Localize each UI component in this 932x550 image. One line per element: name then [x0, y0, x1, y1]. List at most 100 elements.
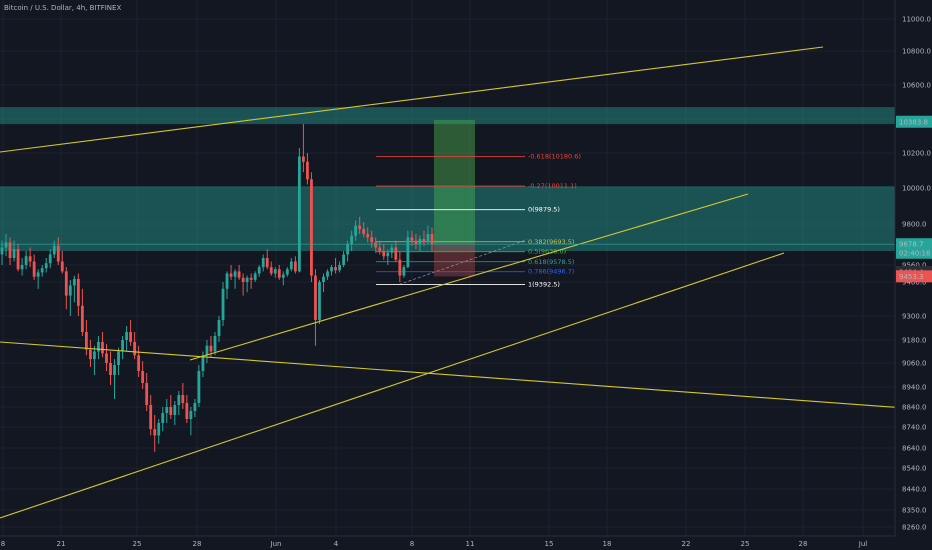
candle-body	[225, 273, 229, 289]
candle-body	[80, 305, 84, 332]
trend-line	[0, 341, 932, 411]
candle-body	[277, 269, 281, 278]
time-tick-label: 15	[545, 540, 554, 548]
candle-body	[125, 332, 128, 340]
candle-body	[133, 341, 137, 356]
time-axis-bg	[0, 536, 895, 550]
candle-body	[418, 239, 422, 244]
candle-body	[149, 405, 153, 430]
candle-body	[366, 234, 370, 238]
candle-body	[97, 341, 100, 352]
candle-body	[422, 239, 426, 243]
price-tick-label: 9560.0	[902, 262, 927, 270]
candle-body	[314, 275, 317, 320]
candle-body	[297, 156, 301, 272]
candle-body	[394, 247, 398, 260]
candle-body	[257, 267, 261, 274]
fibonacci-retracement: -0.618(10180.6) -0.27(10011.1) 0(9879.5) 0.…	[376, 152, 581, 289]
price-tag	[896, 115, 932, 128]
candle-body	[64, 271, 68, 296]
time-axis[interactable]: 8 21 25 28 Jun 4 8 11 15 18 22 25 28 Jul	[0, 535, 895, 550]
price-tick-label: 11000.0	[902, 16, 931, 24]
candle-body	[285, 269, 289, 275]
candle-body	[414, 240, 418, 244]
candle-body	[318, 282, 321, 320]
candle-body	[426, 234, 430, 243]
candle-body	[177, 395, 181, 405]
zone-band	[0, 186, 895, 251]
trend-lines	[0, 46, 932, 519]
price-tag	[896, 270, 932, 283]
price-tag-label: 9678.7	[899, 241, 924, 249]
candle-body	[330, 267, 333, 272]
fib-level-label: 0.618(9578.5)	[528, 258, 574, 266]
price-tick-label: 8540.0	[902, 465, 927, 473]
time-tick-label: 11	[466, 540, 475, 548]
candle-body	[221, 288, 225, 320]
symbol-title: Bitcoin / U.S. Dollar, 4h, BITFINEX	[4, 4, 122, 12]
fib-level-label: 0(9879.5)	[528, 206, 560, 214]
candle-body	[109, 363, 112, 375]
price-tick-label: 10800.0	[902, 48, 931, 56]
candle-body	[378, 247, 382, 251]
candle-body	[249, 277, 253, 280]
price-tick-label: 8350.0	[902, 507, 927, 515]
target-stop-box	[434, 244, 475, 277]
candle-body	[169, 407, 173, 415]
candle-body	[189, 411, 193, 419]
candle-body	[201, 355, 205, 371]
candle-body	[302, 156, 305, 162]
candle-body	[52, 245, 56, 255]
trend-line	[0, 46, 824, 153]
time-tick-label: 22	[682, 540, 691, 548]
candle-body	[229, 273, 233, 277]
trend-line	[189, 193, 749, 361]
candle-body	[113, 365, 116, 375]
candle-body	[306, 161, 309, 180]
time-tick-label: 8	[1, 540, 5, 548]
zone-band	[0, 107, 895, 125]
candle-body	[213, 336, 217, 352]
fib-level-label: 0.786(9496.7)	[528, 268, 574, 276]
price-tick-label: 8840.0	[902, 404, 927, 412]
candle-body	[24, 256, 28, 265]
price-axis[interactable]: 11000.010800.010600.010400.010200.010000…	[894, 0, 932, 550]
candle-body	[269, 267, 273, 274]
candle-body	[310, 179, 313, 276]
candle-body	[157, 423, 161, 436]
time-tick-label: Jun	[270, 540, 282, 548]
fib-level-label: -0.27(10011.1)	[528, 182, 577, 190]
candle-body	[117, 351, 120, 365]
candle-body	[161, 413, 165, 423]
candle-body	[245, 277, 249, 282]
candle-body	[326, 271, 329, 277]
price-tag	[896, 246, 932, 259]
candle-body	[205, 345, 209, 356]
candle-body	[370, 237, 374, 243]
candle-body	[121, 340, 124, 352]
candle-body	[56, 245, 60, 262]
candle-body	[48, 254, 52, 264]
candle-body	[342, 254, 345, 265]
fib-level-label: 0.5(9636.0)	[528, 248, 566, 256]
candle-body	[193, 403, 197, 411]
candle-body	[430, 234, 434, 245]
fib-level-label: 0.382(9693.5)	[528, 238, 574, 246]
candle-body	[289, 261, 293, 270]
candle-body	[241, 277, 245, 282]
candle-body	[60, 261, 64, 272]
candle-body	[129, 332, 132, 342]
candle-body	[197, 371, 201, 403]
candle-body	[89, 349, 92, 360]
candle-body	[346, 244, 350, 255]
candle-body	[362, 229, 366, 234]
candle-body	[350, 235, 354, 244]
price-tick-label: 8440.0	[902, 486, 927, 494]
time-tick-label: 18	[603, 540, 612, 548]
candle-body	[265, 258, 269, 268]
candle-body	[410, 237, 414, 241]
candle-body	[185, 403, 189, 419]
target-profit-box	[434, 120, 475, 245]
candle-body	[84, 332, 88, 350]
